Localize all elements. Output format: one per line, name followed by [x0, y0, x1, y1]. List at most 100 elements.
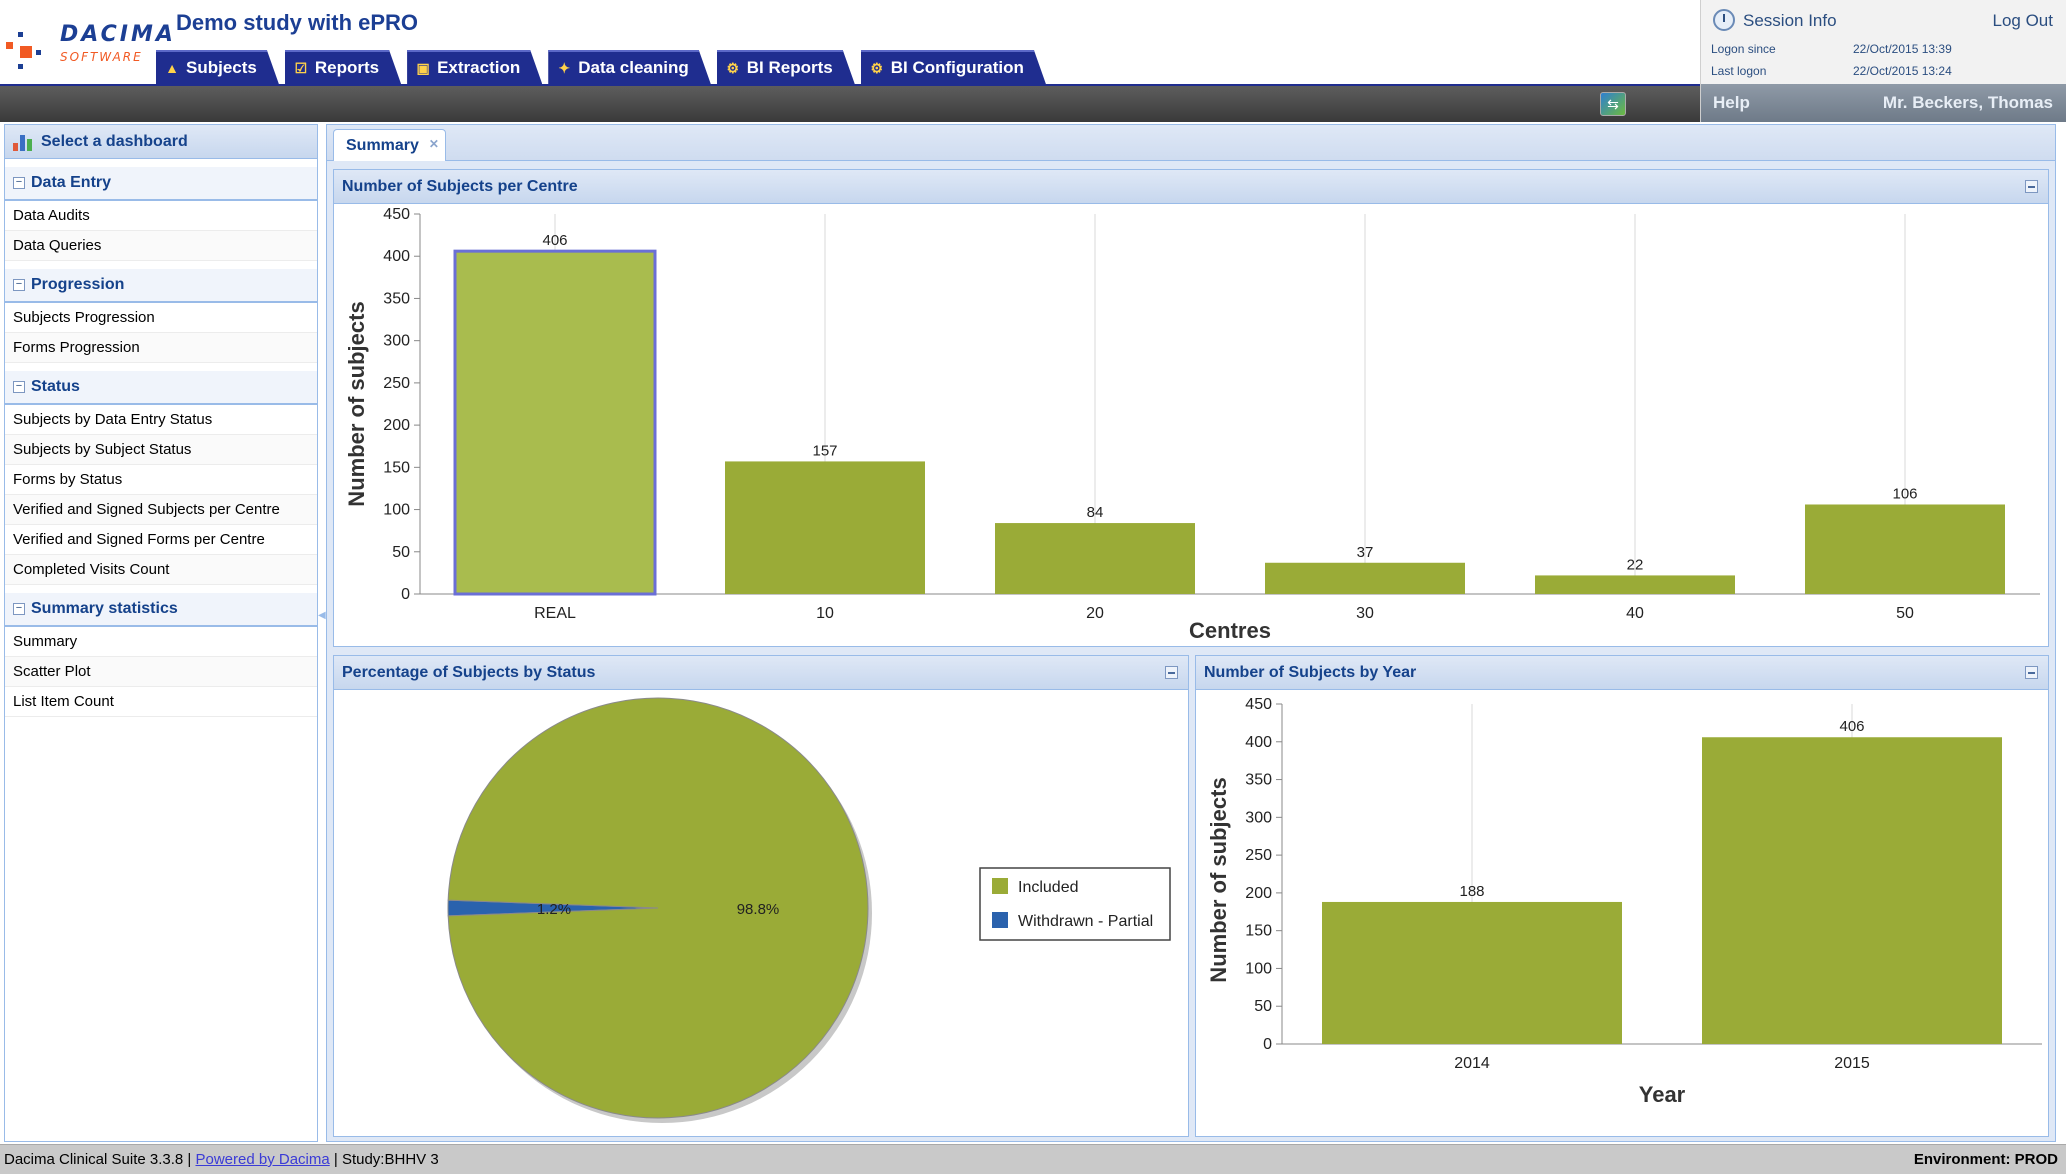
- bar-20[interactable]: [995, 523, 1195, 594]
- sidebar-group-data-entry[interactable]: − Data Entry: [5, 167, 317, 201]
- legend-label: Included: [1018, 879, 1079, 896]
- y-tick-label: 300: [383, 333, 410, 350]
- sidebar-group-items: Subjects Progression Forms Progression: [5, 303, 317, 363]
- nav-tab-bi-configuration[interactable]: ⚙ BI Configuration: [861, 50, 1046, 84]
- bar-40[interactable]: [1535, 575, 1735, 594]
- logout-link[interactable]: Log Out: [1992, 11, 2054, 30]
- y-tick-label: 50: [392, 544, 410, 561]
- session-header: Session Info Log Out: [1701, 4, 2066, 34]
- sidebar-item[interactable]: Forms by Status: [5, 465, 317, 495]
- person-icon: ▲: [165, 60, 179, 76]
- toolbar-strip: ⇆: [0, 84, 1700, 122]
- bar-2014[interactable]: [1322, 901, 1622, 1044]
- bar-2015[interactable]: [1702, 737, 2002, 1044]
- nav-tab-bi-reports[interactable]: ⚙ BI Reports: [717, 50, 855, 84]
- close-icon[interactable]: ✕: [428, 137, 439, 151]
- nav-tab-label: BI Configuration: [890, 58, 1024, 77]
- bar-30[interactable]: [1265, 562, 1465, 594]
- bar-value-label: 106: [1892, 485, 1917, 502]
- y-tick-label: 0: [401, 586, 410, 603]
- legend-box: [979, 867, 1171, 941]
- y-axis-title: Number of subjects: [1206, 777, 1231, 982]
- environment-text: Environment: PROD: [1913, 1151, 2058, 1168]
- y-tick-label: 150: [383, 459, 410, 476]
- bar-value-label: 22: [1627, 556, 1644, 573]
- last-logon-value: 22/Oct/2015 13:24: [1853, 64, 1952, 78]
- sidebar-item[interactable]: Data Audits: [5, 201, 317, 231]
- logo-mark-icon: [6, 28, 46, 69]
- x-tick-label: 40: [1626, 605, 1644, 622]
- broom-icon: ✦: [558, 59, 571, 76]
- dashboard-sidebar: Select a dashboard − Data Entry Data Audit…: [4, 124, 318, 1142]
- logo-subword: SOFTWARE: [60, 50, 143, 64]
- sidebar-group-summary-statistics[interactable]: − Summary statistics: [5, 593, 317, 627]
- collapse-icon[interactable]: [1165, 666, 1178, 679]
- legend-swatch: [992, 912, 1008, 928]
- dacima-logo[interactable]: DACIMA SOFTWARE: [4, 18, 173, 69]
- nav-tab-extraction[interactable]: ▣ Extraction: [407, 50, 542, 84]
- collapse-group-icon[interactable]: −: [13, 381, 25, 393]
- bar-real[interactable]: [453, 249, 657, 596]
- sidebar-group-label: Status: [31, 378, 80, 395]
- subjects-by-status-panel: Percentage of Subjects by Status 1.2% 98.…: [333, 655, 1189, 1137]
- sidebar-item[interactable]: Subjects Progression: [5, 303, 317, 333]
- nav-tab-label: Reports: [314, 58, 380, 77]
- tab-summary[interactable]: Summary ✕: [333, 129, 446, 161]
- subjects-per-centre-chart: 0 50 100 150 200 250 300 350 400 450 406 REAL 157 10 8…: [344, 206, 2040, 643]
- powered-by-link[interactable]: Powered by Dacima: [195, 1151, 330, 1168]
- switch-study-icon[interactable]: ⇆: [1600, 92, 1626, 116]
- study-title: Demo study with ePRO: [176, 10, 419, 35]
- help-link[interactable]: Help: [1713, 93, 1750, 112]
- nav-tab-data-cleaning[interactable]: ✦ Data cleaning: [548, 50, 711, 84]
- sidebar-item[interactable]: Scatter Plot: [5, 657, 317, 687]
- sidebar-item[interactable]: Verified and Signed Subjects per Centre: [5, 495, 317, 525]
- sidebar-item[interactable]: Summary: [5, 627, 317, 657]
- collapse-group-icon[interactable]: −: [13, 279, 25, 291]
- collapse-group-icon[interactable]: −: [13, 177, 25, 189]
- nav-tab-subjects[interactable]: ▲ Subjects: [156, 50, 279, 84]
- x-tick-label: 20: [1086, 605, 1104, 622]
- sidebar-item[interactable]: Subjects by Subject Status: [5, 435, 317, 465]
- sidebar-item[interactable]: List Item Count: [5, 687, 317, 717]
- pie-slice-included[interactable]: [447, 697, 869, 1119]
- y-tick-label: 200: [1245, 885, 1272, 902]
- y-tick-label: 400: [383, 248, 410, 265]
- sidebar-item[interactable]: Forms Progression: [5, 333, 317, 363]
- y-tick-label: 450: [383, 206, 410, 223]
- clock-icon: [1713, 9, 1735, 31]
- collapse-icon[interactable]: [2025, 180, 2038, 193]
- panel-title: Number of Subjects per Centre: [342, 177, 578, 195]
- study-text: Study:BHHV 3: [341, 1151, 439, 1168]
- panel-header: Percentage of Subjects by Status: [334, 656, 1188, 690]
- legend-swatch: [992, 878, 1008, 894]
- collapse-icon[interactable]: [2025, 666, 2038, 679]
- gear-icon: ⚙: [870, 59, 884, 76]
- y-tick-label: 300: [1245, 809, 1272, 826]
- sidebar-item[interactable]: Verified and Signed Forms per Centre: [5, 525, 317, 555]
- status-footer: Dacima Clinical Suite 3.3.8 | Powered by…: [0, 1144, 2066, 1174]
- nav-tab-label: BI Reports: [746, 58, 833, 77]
- sidebar-group-label: Progression: [31, 276, 125, 293]
- bar-50[interactable]: [1805, 504, 2005, 594]
- bar-10[interactable]: [725, 461, 925, 594]
- pie-slice-label: 98.8%: [737, 901, 780, 918]
- x-axis-title: Centres: [1189, 618, 1271, 643]
- nav-tab-label: Extraction: [437, 58, 521, 77]
- user-name: Mr. Beckers, Thomas: [1882, 93, 2053, 112]
- footer-info: Dacima Clinical Suite 3.3.8 | Powered by…: [4, 1151, 439, 1168]
- sidebar-item[interactable]: Completed Visits Count: [5, 555, 317, 585]
- x-tick-label: REAL: [534, 605, 576, 622]
- sidebar-item[interactable]: Subjects by Data Entry Status: [5, 405, 317, 435]
- subjects-by-year-panel: Number of Subjects by Year 0 50 100 150 200 2…: [1195, 655, 2049, 1137]
- sidebar-collapse-handle[interactable]: ◀: [318, 610, 326, 621]
- content-tabstrip: Summary ✕: [327, 125, 2055, 161]
- y-tick-label: 200: [383, 417, 410, 434]
- sidebar-group-progression[interactable]: − Progression: [5, 269, 317, 303]
- sidebar-group-status[interactable]: − Status: [5, 371, 317, 405]
- sidebar-item[interactable]: Data Queries: [5, 231, 317, 261]
- bar-value-label: 406: [542, 232, 567, 249]
- nav-tab-reports[interactable]: ☑ Reports: [285, 50, 401, 84]
- bar-value-label: 157: [812, 442, 837, 459]
- collapse-group-icon[interactable]: −: [13, 603, 25, 615]
- tab-summary-label: Summary: [346, 136, 419, 154]
